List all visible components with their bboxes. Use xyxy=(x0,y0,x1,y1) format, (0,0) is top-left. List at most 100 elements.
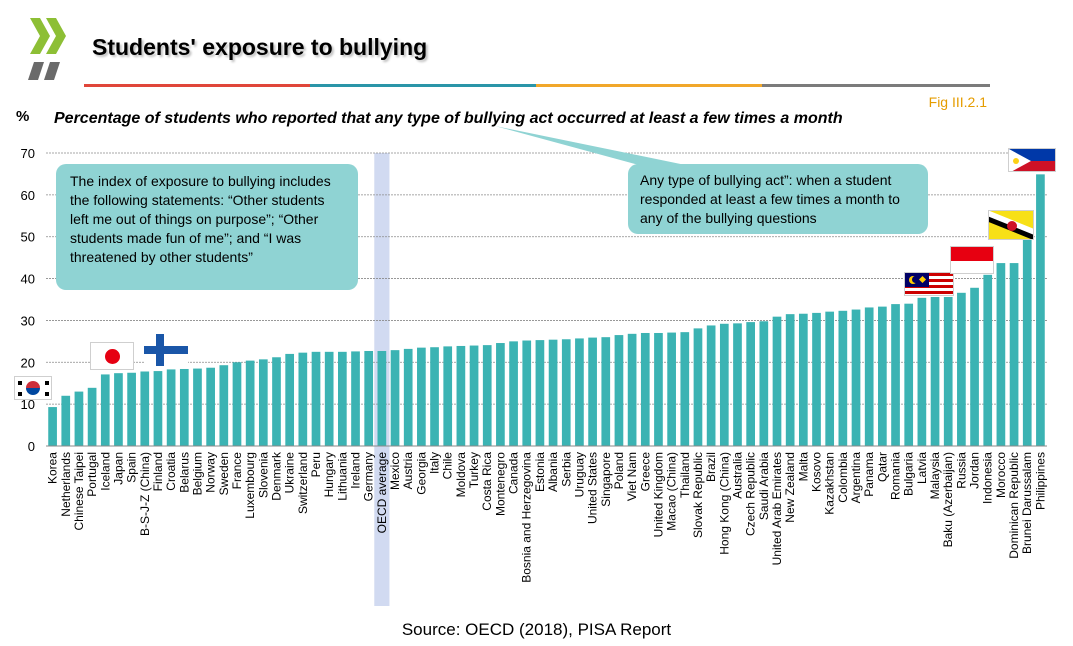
bar xyxy=(193,368,202,446)
bar xyxy=(548,339,558,446)
bar xyxy=(403,348,413,446)
x-tick-label: Turkey xyxy=(467,452,481,488)
x-tick-label: Kazakhstan xyxy=(823,452,837,515)
x-tick-label: Australia xyxy=(730,452,744,499)
bar xyxy=(100,374,110,446)
x-tick-label: Luxembourg xyxy=(243,452,257,519)
bar xyxy=(785,314,795,446)
x-tick-label: Morocco xyxy=(994,452,1008,498)
x-tick-label: Colombia xyxy=(836,452,850,503)
x-tick-label: Czech Republic xyxy=(744,452,758,536)
x-tick-label: Norway xyxy=(204,452,218,493)
bullying-index-callout: The index of exposure to bullying includ… xyxy=(56,164,358,290)
x-tick-label: Georgia xyxy=(414,452,428,495)
x-tick-label: France xyxy=(230,452,244,490)
bar xyxy=(509,341,518,446)
bar xyxy=(746,322,755,446)
x-tick-label: B-S-J-Z (China) xyxy=(138,452,152,536)
x-tick-label: Austria xyxy=(401,452,415,490)
x-tick-label: Finland xyxy=(151,452,165,491)
bar xyxy=(298,352,308,446)
x-tick-label: Serbia xyxy=(559,452,573,487)
bar xyxy=(153,371,163,446)
x-tick-label: Spain xyxy=(125,452,139,483)
bar xyxy=(719,323,729,446)
x-tick-label: Argentina xyxy=(849,452,863,504)
bar xyxy=(166,369,176,446)
x-tick-label: Russia xyxy=(954,452,968,489)
bar xyxy=(1022,234,1032,446)
bar xyxy=(588,337,597,446)
figure-id: Fig III.2.1 xyxy=(928,94,987,110)
x-tick-label: Croatia xyxy=(164,452,178,491)
bar xyxy=(1036,174,1045,446)
bar xyxy=(351,351,360,446)
bar xyxy=(245,360,255,446)
bar xyxy=(232,362,242,446)
bar xyxy=(48,407,57,446)
bar xyxy=(957,292,966,446)
chart-title: Percentage of students who reported that… xyxy=(54,110,843,127)
bar xyxy=(970,287,979,446)
bar xyxy=(930,296,940,446)
bar xyxy=(851,309,861,446)
bar xyxy=(654,332,663,446)
x-tick-label: Montenegro xyxy=(493,452,507,516)
slide-title: Students' exposure to bullying xyxy=(92,34,428,60)
x-tick-label: Malaysia xyxy=(928,452,942,500)
bar xyxy=(706,325,716,446)
oecd-logo-icon xyxy=(28,18,66,80)
bar xyxy=(285,353,295,446)
bar xyxy=(522,340,532,446)
title-rule-orange xyxy=(536,84,762,87)
x-tick-label: United Arab Emirates xyxy=(770,452,784,565)
x-tick-label: Hong Kong (China) xyxy=(717,452,731,555)
bar xyxy=(614,335,624,446)
x-tick-label: Poland xyxy=(612,452,626,489)
malaysia-flag xyxy=(904,272,954,296)
bar xyxy=(772,316,782,446)
bar xyxy=(219,365,229,446)
title-rule-teal xyxy=(310,84,536,87)
bar xyxy=(640,332,650,446)
bar xyxy=(324,351,334,446)
korea-flag xyxy=(14,376,52,400)
bar xyxy=(983,274,993,446)
bar xyxy=(390,350,400,446)
x-tick-label: Bosnia and Herzegovina xyxy=(520,452,534,583)
x-tick-label: Hungary xyxy=(322,452,336,497)
x-tick-label: Peru xyxy=(309,452,323,477)
bar xyxy=(1009,263,1019,446)
bar xyxy=(535,340,545,446)
x-tick-label: Mexico xyxy=(388,452,402,490)
bar xyxy=(87,387,97,446)
bar xyxy=(917,297,927,446)
title-rule-gray xyxy=(762,84,990,87)
x-tick-label: Netherlands xyxy=(59,452,73,517)
x-tick-label: Philippines xyxy=(1033,452,1047,510)
bar xyxy=(904,303,914,446)
indonesia-flag xyxy=(950,246,994,274)
x-tick-label: Uruguay xyxy=(572,452,586,497)
bar xyxy=(206,367,215,446)
bar xyxy=(272,357,281,446)
bar xyxy=(838,310,848,446)
bar xyxy=(311,351,321,446)
x-tick-label: Switzerland xyxy=(296,452,310,514)
x-tick-label: Ireland xyxy=(349,452,363,489)
x-tick-label: Panama xyxy=(862,452,876,497)
x-tick-label: Saudi Arabia xyxy=(757,452,771,520)
x-tick-label: Costa Rica xyxy=(480,452,494,511)
y-tick-label: 60 xyxy=(21,188,35,203)
y-tick-label: 20 xyxy=(21,355,35,370)
brunei-flag xyxy=(988,210,1034,240)
finland-flag xyxy=(144,334,188,366)
bar xyxy=(258,359,268,446)
x-tick-label: Chinese Taipei xyxy=(72,452,86,531)
y-tick-label: 40 xyxy=(21,272,35,287)
x-tick-label: Latvia xyxy=(915,452,929,484)
bullying-definition-callout: Any type of bullying act”: when a studen… xyxy=(628,164,928,234)
bar xyxy=(364,350,374,446)
x-tick-label: Germany xyxy=(362,452,376,501)
bar xyxy=(469,345,479,446)
